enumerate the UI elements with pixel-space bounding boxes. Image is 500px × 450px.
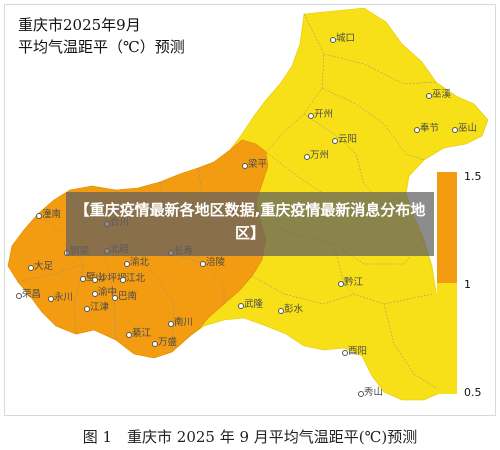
- place-label: 黔江: [337, 277, 364, 288]
- place-label: 巫山: [451, 123, 478, 134]
- place-label: 渝中: [91, 287, 118, 298]
- legend-label-high: 1.5: [464, 170, 482, 183]
- place-label: 江津: [83, 302, 110, 313]
- map-title-line2: 平均气温距平（℃）预测: [18, 38, 185, 56]
- place-label: 万州: [303, 150, 330, 161]
- place-label: 荣昌: [15, 289, 42, 300]
- place-label: 酉阳: [341, 346, 368, 357]
- place-label: 南川: [167, 317, 194, 328]
- place-label: 秀山: [357, 387, 384, 398]
- place-label: 万盛: [151, 337, 178, 348]
- place-label: 巴南: [111, 291, 138, 302]
- legend-segment-low: [437, 283, 457, 394]
- place-label: 大足: [27, 261, 54, 272]
- place-label: 奉节: [413, 123, 440, 134]
- place-label: 永川: [47, 292, 74, 303]
- place-label: 城口: [329, 33, 356, 44]
- overlay-banner: 【重庆疫情最新各地区数据,重庆疫情最新消息分布地区】: [66, 192, 434, 256]
- place-label: 綦江: [125, 328, 152, 339]
- place-label: 江北: [119, 273, 146, 284]
- place-label: 巫溪: [425, 89, 452, 100]
- place-label: 武隆: [237, 299, 264, 310]
- map-title-line1: 重庆市2025年9月: [18, 16, 141, 34]
- legend-label-low: 0.5: [464, 386, 482, 399]
- legend-label-mid: 1: [464, 278, 471, 291]
- place-label: 开州: [307, 109, 334, 120]
- place-label: 彭水: [277, 304, 304, 315]
- place-label: 梁平: [241, 159, 268, 170]
- legend-segment-high: [437, 172, 457, 283]
- place-label: 涪陵: [199, 257, 226, 268]
- color-legend-bar: [437, 172, 457, 394]
- place-label: 沙坪坝: [92, 273, 127, 284]
- place-label: 渝北: [123, 257, 150, 268]
- figure-caption: 图 1 重庆市 2025 年 9 月平均气温距平(℃)预测: [82, 428, 418, 446]
- banner-text: 【重庆疫情最新各地区数据,重庆疫情最新消息分布地区】: [74, 201, 426, 242]
- place-label: 潼南: [35, 209, 62, 220]
- place-label: 云阳: [331, 134, 358, 145]
